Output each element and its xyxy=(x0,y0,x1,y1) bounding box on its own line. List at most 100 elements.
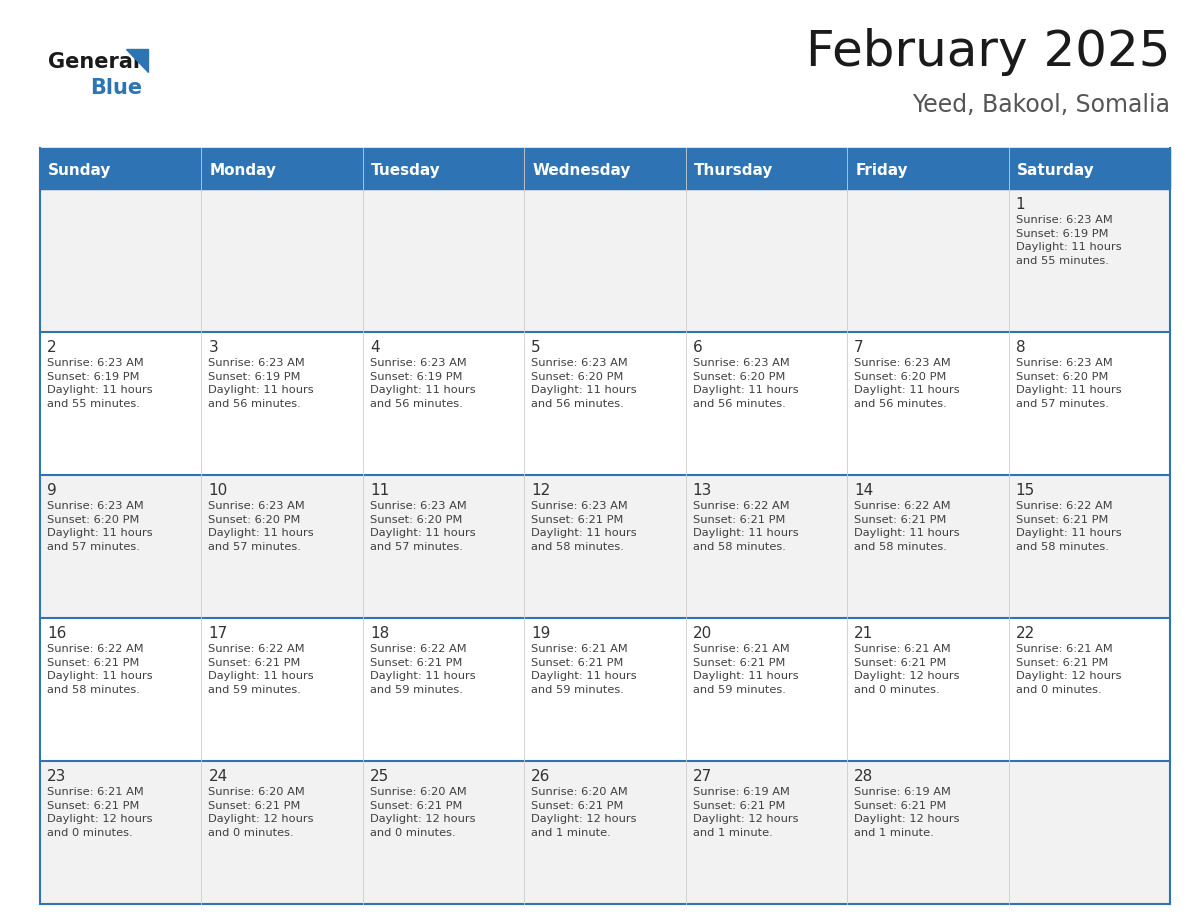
Text: 3: 3 xyxy=(208,340,219,355)
Text: 8: 8 xyxy=(1016,340,1025,355)
Bar xyxy=(40,475,202,618)
Text: Saturday: Saturday xyxy=(1017,163,1094,178)
Bar xyxy=(40,761,202,904)
Bar xyxy=(847,761,1009,904)
Text: Sunrise: 6:22 AM
Sunset: 6:21 PM
Daylight: 11 hours
and 58 minutes.: Sunrise: 6:22 AM Sunset: 6:21 PM Dayligh… xyxy=(854,501,960,552)
Bar xyxy=(202,618,362,761)
Text: 1: 1 xyxy=(1016,197,1025,212)
Text: 17: 17 xyxy=(208,626,228,641)
Bar xyxy=(1009,475,1170,618)
Text: 28: 28 xyxy=(854,769,873,784)
Text: Sunrise: 6:23 AM
Sunset: 6:19 PM
Daylight: 11 hours
and 56 minutes.: Sunrise: 6:23 AM Sunset: 6:19 PM Dayligh… xyxy=(208,358,314,409)
Text: 13: 13 xyxy=(693,483,712,498)
Bar xyxy=(202,189,362,332)
Text: Tuesday: Tuesday xyxy=(371,163,441,178)
Text: 2: 2 xyxy=(48,340,57,355)
Text: 18: 18 xyxy=(369,626,390,641)
Text: Sunrise: 6:23 AM
Sunset: 6:20 PM
Daylight: 11 hours
and 56 minutes.: Sunrise: 6:23 AM Sunset: 6:20 PM Dayligh… xyxy=(531,358,637,409)
Bar xyxy=(1009,332,1170,475)
Text: 19: 19 xyxy=(531,626,551,641)
Text: Sunrise: 6:20 AM
Sunset: 6:21 PM
Daylight: 12 hours
and 1 minute.: Sunrise: 6:20 AM Sunset: 6:21 PM Dayligh… xyxy=(531,787,637,838)
Text: Sunrise: 6:23 AM
Sunset: 6:19 PM
Daylight: 11 hours
and 55 minutes.: Sunrise: 6:23 AM Sunset: 6:19 PM Dayligh… xyxy=(48,358,152,409)
Text: 9: 9 xyxy=(48,483,57,498)
Text: Sunrise: 6:23 AM
Sunset: 6:20 PM
Daylight: 11 hours
and 57 minutes.: Sunrise: 6:23 AM Sunset: 6:20 PM Dayligh… xyxy=(369,501,475,552)
Text: Sunrise: 6:23 AM
Sunset: 6:19 PM
Daylight: 11 hours
and 55 minutes.: Sunrise: 6:23 AM Sunset: 6:19 PM Dayligh… xyxy=(1016,215,1121,266)
Bar xyxy=(1009,189,1170,332)
Text: Sunday: Sunday xyxy=(48,163,112,178)
Text: 16: 16 xyxy=(48,626,67,641)
Text: 22: 22 xyxy=(1016,626,1035,641)
Text: 10: 10 xyxy=(208,483,228,498)
Bar xyxy=(524,618,685,761)
Bar xyxy=(202,475,362,618)
Bar xyxy=(685,332,847,475)
Bar xyxy=(1009,761,1170,904)
Bar xyxy=(202,761,362,904)
Bar xyxy=(685,761,847,904)
Bar xyxy=(847,332,1009,475)
Text: Sunrise: 6:21 AM
Sunset: 6:21 PM
Daylight: 11 hours
and 59 minutes.: Sunrise: 6:21 AM Sunset: 6:21 PM Dayligh… xyxy=(531,644,637,695)
Text: 15: 15 xyxy=(1016,483,1035,498)
Text: Sunrise: 6:22 AM
Sunset: 6:21 PM
Daylight: 11 hours
and 59 minutes.: Sunrise: 6:22 AM Sunset: 6:21 PM Dayligh… xyxy=(208,644,314,695)
Text: Sunrise: 6:22 AM
Sunset: 6:21 PM
Daylight: 11 hours
and 58 minutes.: Sunrise: 6:22 AM Sunset: 6:21 PM Dayligh… xyxy=(693,501,798,552)
Text: Sunrise: 6:19 AM
Sunset: 6:21 PM
Daylight: 12 hours
and 1 minute.: Sunrise: 6:19 AM Sunset: 6:21 PM Dayligh… xyxy=(854,787,960,838)
Bar xyxy=(40,189,202,332)
Bar xyxy=(685,189,847,332)
Text: Sunrise: 6:22 AM
Sunset: 6:21 PM
Daylight: 11 hours
and 58 minutes.: Sunrise: 6:22 AM Sunset: 6:21 PM Dayligh… xyxy=(48,644,152,695)
Bar xyxy=(40,153,1170,189)
Text: Sunrise: 6:23 AM
Sunset: 6:20 PM
Daylight: 11 hours
and 56 minutes.: Sunrise: 6:23 AM Sunset: 6:20 PM Dayligh… xyxy=(854,358,960,409)
Bar xyxy=(362,189,524,332)
Bar xyxy=(847,189,1009,332)
Bar xyxy=(362,475,524,618)
Bar xyxy=(1009,618,1170,761)
Text: 6: 6 xyxy=(693,340,702,355)
Bar xyxy=(362,332,524,475)
Bar xyxy=(202,332,362,475)
Text: Sunrise: 6:21 AM
Sunset: 6:21 PM
Daylight: 12 hours
and 0 minutes.: Sunrise: 6:21 AM Sunset: 6:21 PM Dayligh… xyxy=(1016,644,1121,695)
Text: 24: 24 xyxy=(208,769,228,784)
Text: Thursday: Thursday xyxy=(694,163,773,178)
Text: 21: 21 xyxy=(854,626,873,641)
Text: 14: 14 xyxy=(854,483,873,498)
Text: Friday: Friday xyxy=(855,163,908,178)
Text: Blue: Blue xyxy=(90,78,143,98)
Text: Sunrise: 6:23 AM
Sunset: 6:20 PM
Daylight: 11 hours
and 57 minutes.: Sunrise: 6:23 AM Sunset: 6:20 PM Dayligh… xyxy=(48,501,152,552)
Text: Sunrise: 6:23 AM
Sunset: 6:19 PM
Daylight: 11 hours
and 56 minutes.: Sunrise: 6:23 AM Sunset: 6:19 PM Dayligh… xyxy=(369,358,475,409)
Text: 23: 23 xyxy=(48,769,67,784)
Bar xyxy=(40,332,202,475)
Text: Yeed, Bakool, Somalia: Yeed, Bakool, Somalia xyxy=(912,93,1170,117)
Bar xyxy=(685,475,847,618)
Polygon shape xyxy=(126,49,148,72)
Bar xyxy=(685,618,847,761)
Text: 7: 7 xyxy=(854,340,864,355)
Bar xyxy=(524,761,685,904)
Text: Sunrise: 6:21 AM
Sunset: 6:21 PM
Daylight: 12 hours
and 0 minutes.: Sunrise: 6:21 AM Sunset: 6:21 PM Dayligh… xyxy=(854,644,960,695)
Bar xyxy=(847,475,1009,618)
Text: 27: 27 xyxy=(693,769,712,784)
Bar xyxy=(40,618,202,761)
Text: Sunrise: 6:19 AM
Sunset: 6:21 PM
Daylight: 12 hours
and 1 minute.: Sunrise: 6:19 AM Sunset: 6:21 PM Dayligh… xyxy=(693,787,798,838)
Text: Monday: Monday xyxy=(209,163,277,178)
Text: General: General xyxy=(48,52,140,72)
Text: Sunrise: 6:23 AM
Sunset: 6:21 PM
Daylight: 11 hours
and 58 minutes.: Sunrise: 6:23 AM Sunset: 6:21 PM Dayligh… xyxy=(531,501,637,552)
Text: Sunrise: 6:21 AM
Sunset: 6:21 PM
Daylight: 11 hours
and 59 minutes.: Sunrise: 6:21 AM Sunset: 6:21 PM Dayligh… xyxy=(693,644,798,695)
Text: 5: 5 xyxy=(531,340,541,355)
Text: Sunrise: 6:22 AM
Sunset: 6:21 PM
Daylight: 11 hours
and 59 minutes.: Sunrise: 6:22 AM Sunset: 6:21 PM Dayligh… xyxy=(369,644,475,695)
Bar xyxy=(40,148,1170,153)
Text: Sunrise: 6:22 AM
Sunset: 6:21 PM
Daylight: 11 hours
and 58 minutes.: Sunrise: 6:22 AM Sunset: 6:21 PM Dayligh… xyxy=(1016,501,1121,552)
Text: Wednesday: Wednesday xyxy=(532,163,631,178)
Text: February 2025: February 2025 xyxy=(805,28,1170,76)
Text: 26: 26 xyxy=(531,769,551,784)
Text: Sunrise: 6:23 AM
Sunset: 6:20 PM
Daylight: 11 hours
and 56 minutes.: Sunrise: 6:23 AM Sunset: 6:20 PM Dayligh… xyxy=(693,358,798,409)
Bar xyxy=(847,618,1009,761)
Bar xyxy=(524,189,685,332)
Text: 11: 11 xyxy=(369,483,390,498)
Bar xyxy=(362,761,524,904)
Text: 4: 4 xyxy=(369,340,379,355)
Bar xyxy=(362,618,524,761)
Text: 20: 20 xyxy=(693,626,712,641)
Text: Sunrise: 6:23 AM
Sunset: 6:20 PM
Daylight: 11 hours
and 57 minutes.: Sunrise: 6:23 AM Sunset: 6:20 PM Dayligh… xyxy=(208,501,314,552)
Text: Sunrise: 6:20 AM
Sunset: 6:21 PM
Daylight: 12 hours
and 0 minutes.: Sunrise: 6:20 AM Sunset: 6:21 PM Dayligh… xyxy=(369,787,475,838)
Bar xyxy=(524,475,685,618)
Text: 12: 12 xyxy=(531,483,550,498)
